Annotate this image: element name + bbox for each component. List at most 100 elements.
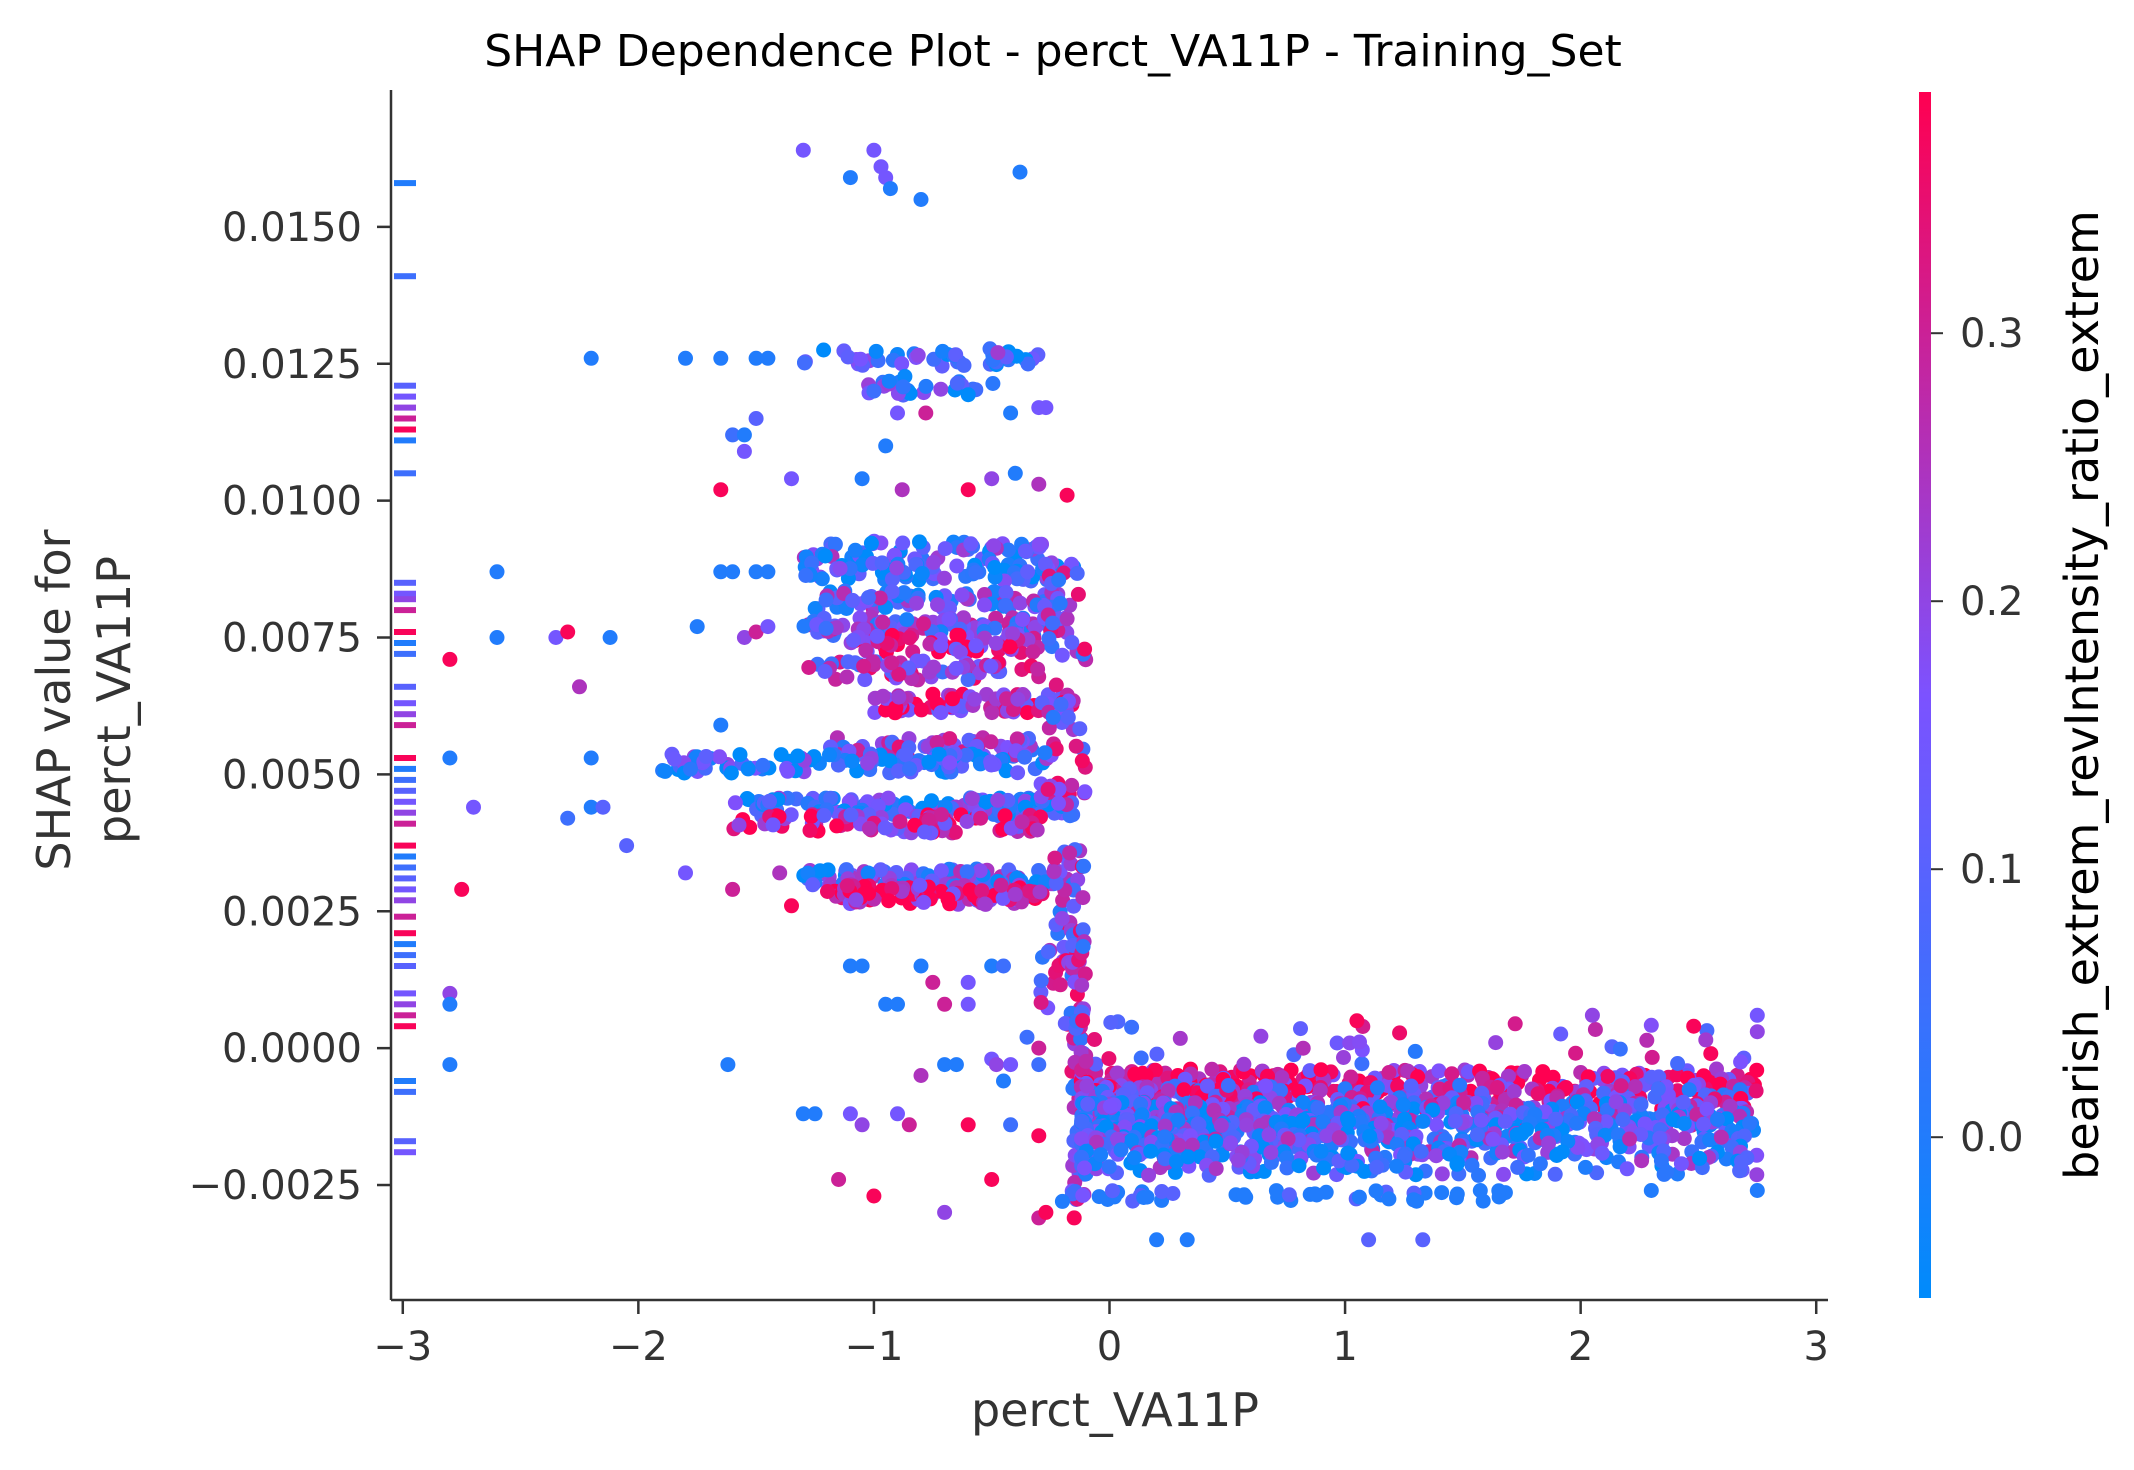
data-point bbox=[1485, 1131, 1501, 1147]
data-point bbox=[1127, 1066, 1143, 1082]
data-point bbox=[1059, 611, 1075, 627]
data-point bbox=[937, 1204, 953, 1220]
data-point bbox=[1257, 1100, 1273, 1116]
data-point bbox=[949, 627, 965, 643]
data-point bbox=[740, 761, 756, 777]
rug-mark bbox=[394, 650, 416, 657]
data-point bbox=[713, 564, 729, 580]
data-point bbox=[848, 892, 864, 908]
data-point bbox=[1134, 1107, 1150, 1123]
data-point bbox=[894, 482, 910, 498]
rug-mark bbox=[394, 382, 416, 389]
data-point bbox=[1612, 1041, 1628, 1057]
data-point bbox=[818, 620, 834, 636]
data-point bbox=[802, 822, 818, 838]
data-point bbox=[1103, 1015, 1119, 1030]
data-point bbox=[1031, 536, 1047, 552]
data-point bbox=[866, 1188, 882, 1204]
data-point bbox=[1643, 1183, 1659, 1198]
data-point bbox=[1074, 977, 1090, 993]
data-point bbox=[1702, 1132, 1718, 1148]
data-point bbox=[1369, 1080, 1385, 1096]
data-point bbox=[1491, 1183, 1507, 1199]
data-point bbox=[1003, 405, 1019, 421]
data-point bbox=[952, 644, 968, 660]
data-point bbox=[762, 793, 777, 809]
data-point bbox=[583, 799, 599, 815]
rug-mark bbox=[394, 579, 416, 586]
data-point bbox=[1749, 1062, 1765, 1078]
data-point bbox=[863, 535, 879, 551]
rug-mark bbox=[394, 963, 416, 969]
data-point bbox=[1054, 647, 1070, 663]
rug-mark bbox=[394, 683, 416, 690]
data-point bbox=[913, 702, 929, 718]
data-point bbox=[1673, 1156, 1689, 1172]
data-point bbox=[1060, 709, 1076, 725]
data-point bbox=[1075, 1013, 1091, 1029]
data-point bbox=[902, 761, 917, 777]
data-point bbox=[736, 630, 752, 645]
data-point bbox=[884, 881, 900, 897]
data-point bbox=[1048, 875, 1064, 891]
data-point bbox=[858, 642, 874, 658]
data-point bbox=[1075, 1187, 1091, 1203]
rug-mark bbox=[394, 629, 416, 635]
data-point bbox=[1520, 1147, 1536, 1163]
data-point bbox=[949, 375, 965, 391]
data-point bbox=[727, 795, 743, 811]
data-point bbox=[1072, 721, 1088, 737]
data-point bbox=[812, 863, 828, 879]
data-point bbox=[755, 757, 771, 773]
rug-mark bbox=[394, 722, 416, 729]
data-point bbox=[820, 884, 835, 899]
data-point bbox=[890, 996, 905, 1012]
y-tick-label: 0.0025 bbox=[222, 889, 362, 935]
data-point bbox=[960, 672, 976, 688]
data-point bbox=[937, 996, 953, 1012]
data-point bbox=[1344, 1158, 1360, 1173]
data-point bbox=[1390, 1078, 1406, 1094]
data-point bbox=[1734, 1154, 1749, 1170]
data-point bbox=[1064, 634, 1080, 650]
data-point bbox=[942, 755, 958, 771]
colorbar-tick-label: 0.2 bbox=[1960, 579, 2024, 625]
data-point bbox=[1033, 995, 1049, 1010]
data-point bbox=[1003, 1117, 1019, 1133]
data-point bbox=[1699, 1101, 1715, 1117]
data-point bbox=[1037, 745, 1053, 761]
data-point bbox=[1650, 1081, 1666, 1097]
data-point bbox=[1154, 1184, 1170, 1199]
data-point bbox=[936, 570, 952, 586]
data-point bbox=[892, 814, 908, 830]
rug-mark bbox=[394, 393, 416, 400]
data-point bbox=[683, 761, 698, 777]
data-point bbox=[921, 754, 937, 770]
data-point bbox=[1610, 1127, 1626, 1143]
data-point bbox=[997, 808, 1013, 824]
data-point bbox=[731, 817, 747, 833]
data-point bbox=[960, 387, 976, 403]
data-point bbox=[1047, 850, 1063, 866]
data-point bbox=[1703, 1046, 1719, 1062]
data-point bbox=[1407, 1043, 1423, 1059]
data-point bbox=[1549, 1148, 1565, 1163]
data-point bbox=[1710, 1111, 1725, 1127]
data-point bbox=[1033, 973, 1049, 989]
data-point bbox=[853, 351, 869, 367]
data-point bbox=[805, 877, 821, 893]
data-point bbox=[926, 554, 942, 570]
data-point bbox=[1403, 1078, 1419, 1094]
data-point bbox=[854, 1117, 870, 1133]
data-point bbox=[1190, 1116, 1206, 1132]
data-point bbox=[1316, 1160, 1332, 1176]
data-point bbox=[1381, 1065, 1397, 1080]
data-point bbox=[1639, 1032, 1655, 1048]
data-point bbox=[983, 658, 999, 674]
data-point bbox=[962, 882, 978, 898]
data-point bbox=[1434, 1185, 1450, 1201]
data-point bbox=[1040, 781, 1056, 797]
data-point bbox=[1509, 1127, 1525, 1143]
data-point bbox=[912, 534, 927, 550]
